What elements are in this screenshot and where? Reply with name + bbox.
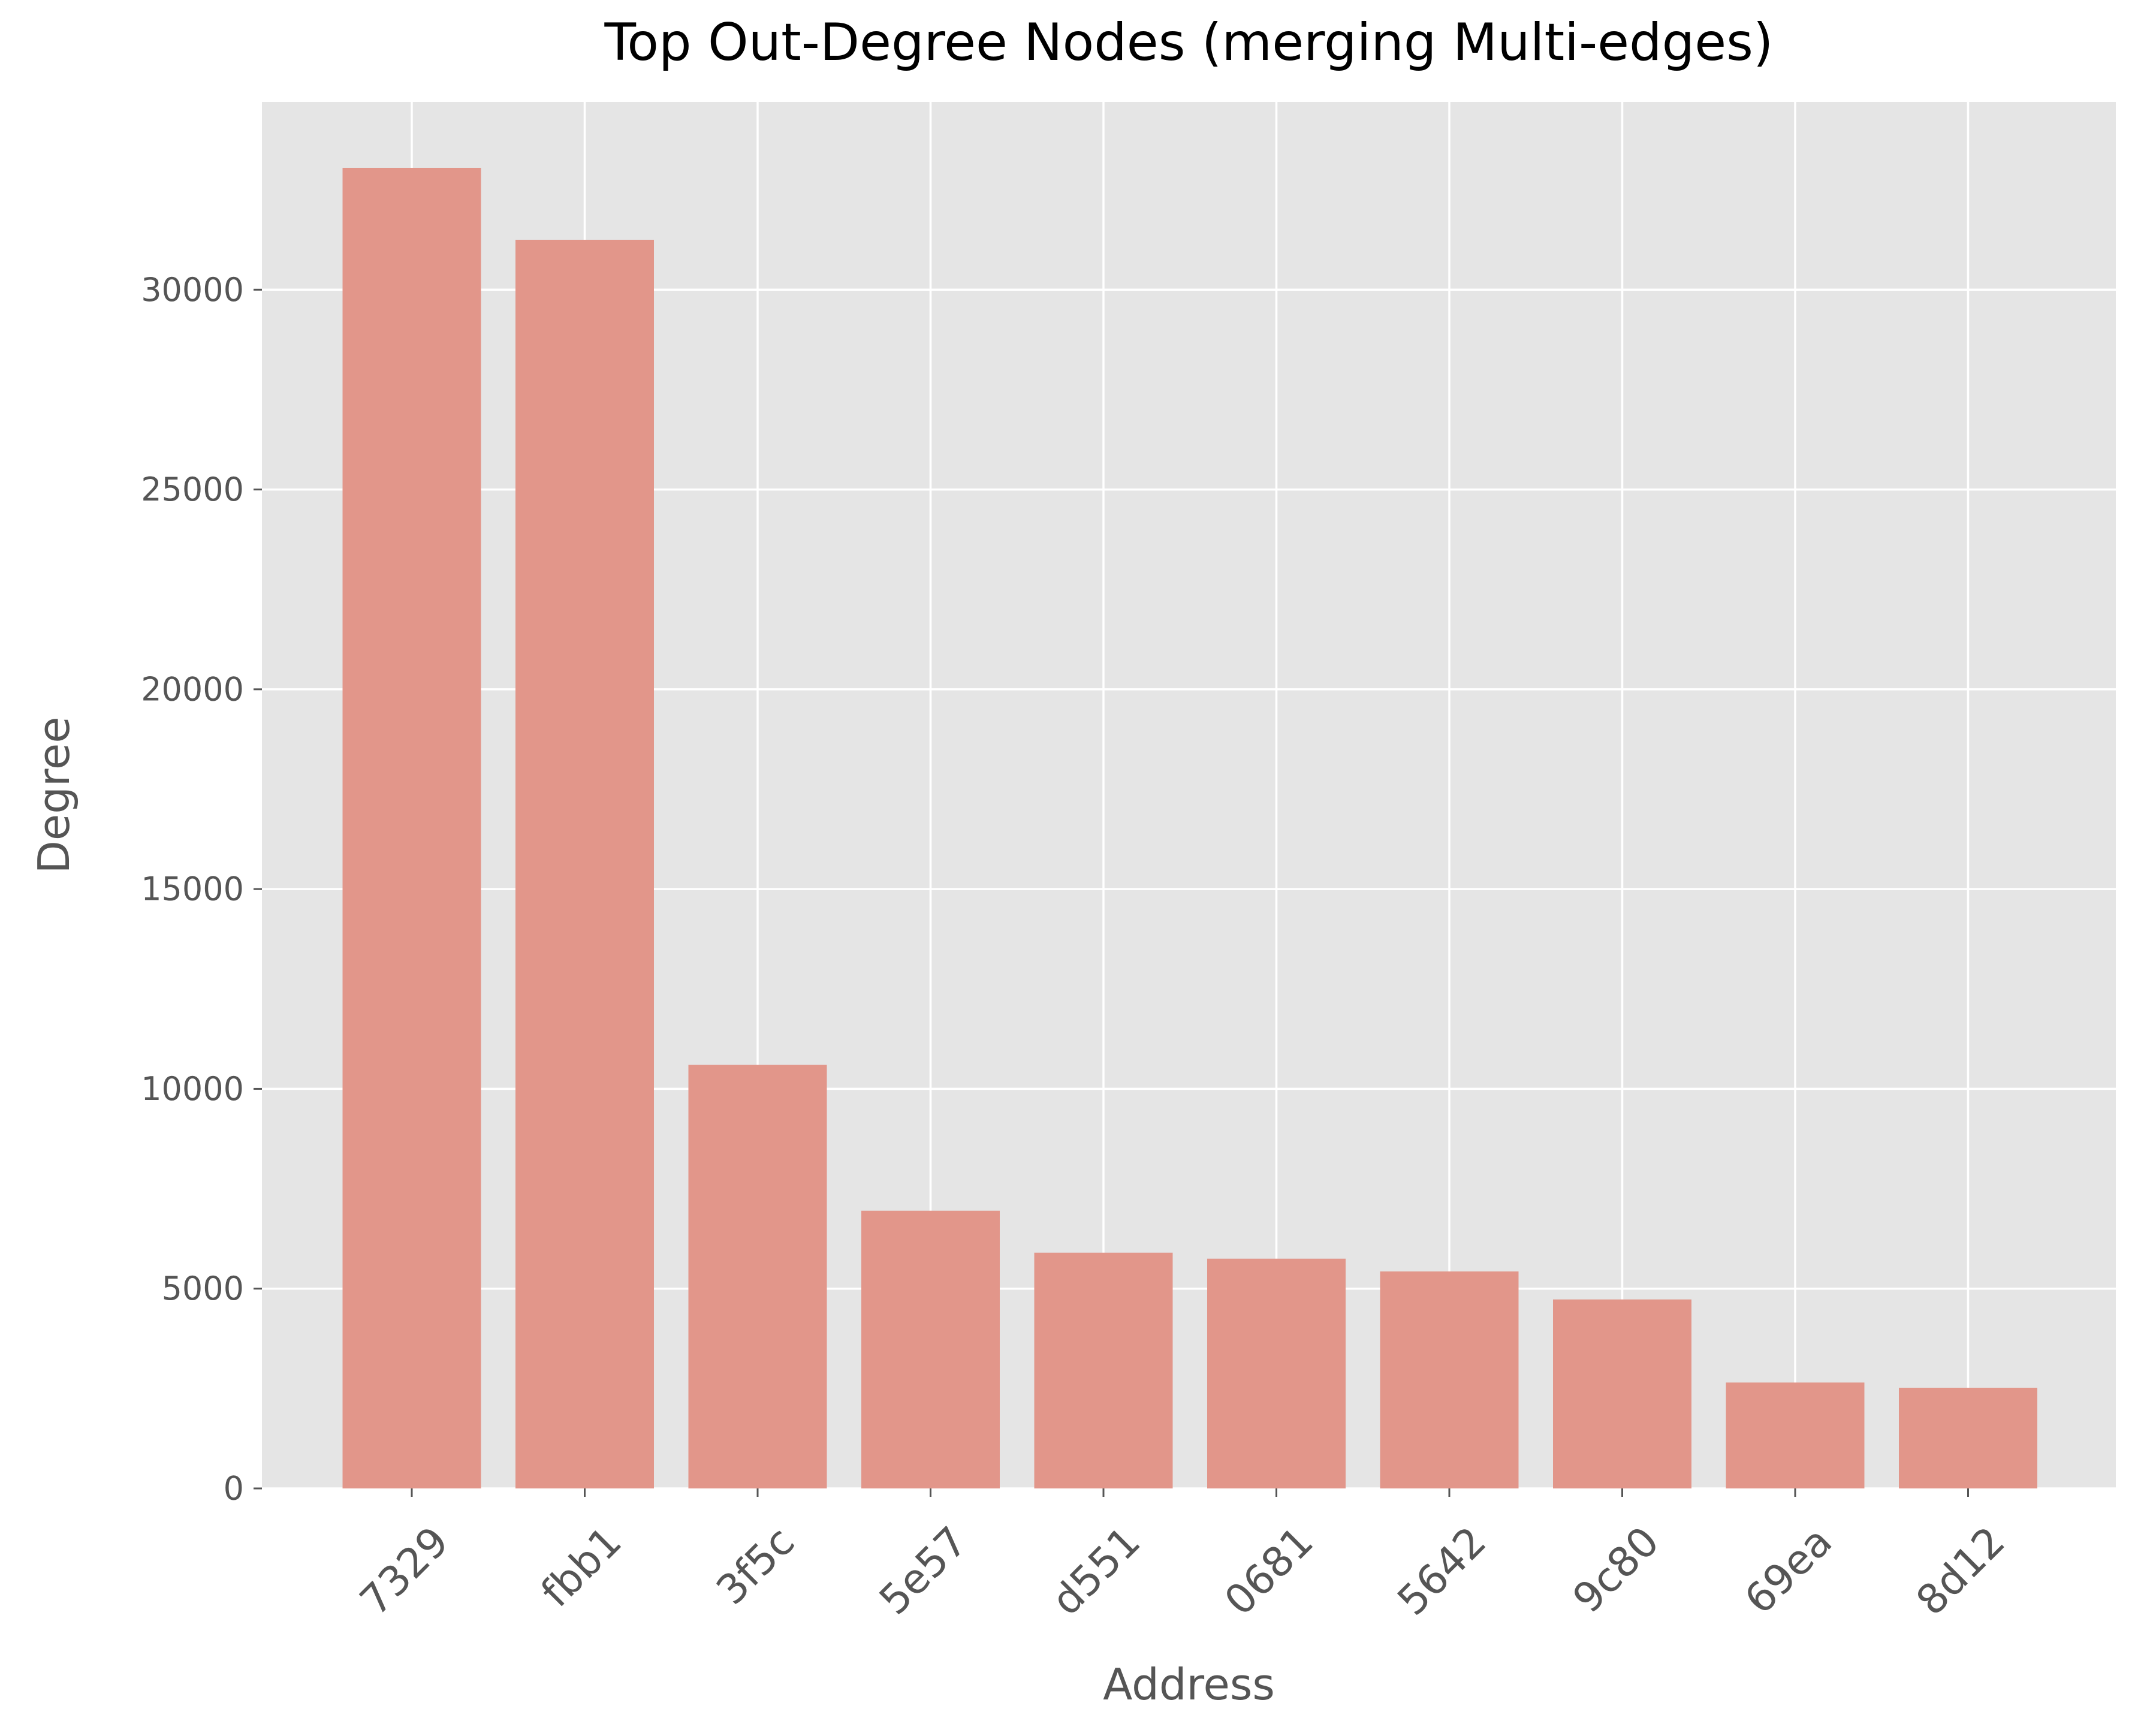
x-axis-label: Address [1103,1659,1275,1710]
x-tick-label: 8d12 [1907,1518,2014,1625]
bar-5642 [1380,1271,1519,1488]
bar-69ea [1726,1382,1865,1488]
x-tick-label: 3f5c [708,1518,804,1614]
y-tick-label: 25000 [141,471,244,508]
x-tick-label: 7329 [351,1518,458,1625]
bar-3f5c [688,1065,827,1488]
x-tick-label: 5642 [1389,1518,1495,1625]
x-tick-label: 0681 [1216,1518,1322,1625]
bar-5e57 [861,1210,1000,1488]
y-tick-label: 5000 [162,1270,244,1307]
bar-9c80 [1553,1299,1691,1488]
y-tick-label: 20000 [141,670,244,708]
y-axis-label: Degree [29,716,79,873]
chart-title: Top Out-Degree Nodes (merging Multi-edge… [604,13,1774,73]
x-tick-label: fbb1 [532,1518,631,1616]
bar-8d12 [1899,1388,2037,1488]
y-tick-label: 10000 [141,1070,244,1108]
bar-fbb1 [515,239,654,1489]
bar-d551 [1034,1252,1173,1488]
x-tick-label: 9c80 [1564,1518,1669,1622]
y-tick-label: 15000 [141,870,244,908]
y-tick-label: 0 [224,1470,244,1508]
y-tick-label: 30000 [141,271,244,309]
bars [342,167,2037,1489]
x-tick-label: d551 [1043,1518,1150,1625]
bar-7329 [342,167,481,1489]
x-tick-label: 69ea [1736,1518,1841,1623]
bar-0681 [1207,1258,1346,1488]
x-tick-label: 5e57 [870,1518,976,1624]
